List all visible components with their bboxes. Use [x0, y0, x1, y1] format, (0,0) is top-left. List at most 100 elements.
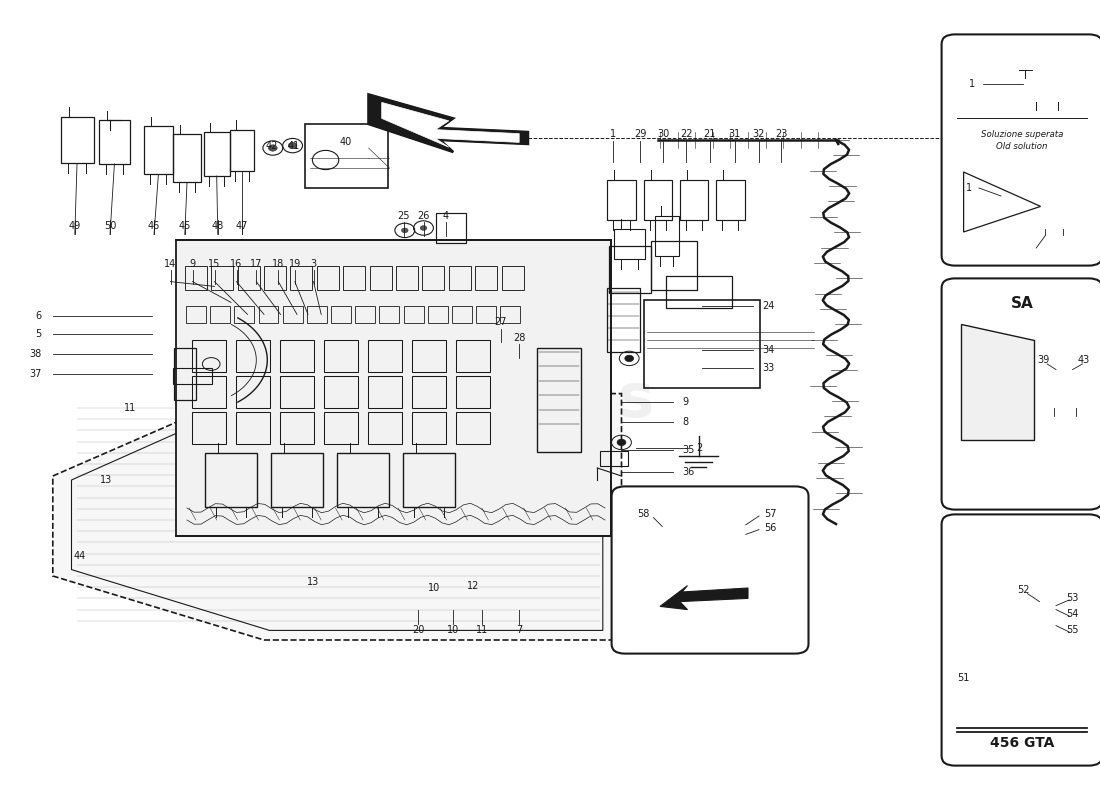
Bar: [1043, 360, 1087, 408]
Text: 58: 58: [637, 510, 650, 519]
Text: 2: 2: [696, 443, 703, 453]
Text: Soluzione superata: Soluzione superata: [981, 130, 1063, 138]
Bar: [99, 120, 130, 164]
Text: 26: 26: [417, 211, 430, 221]
Bar: [290, 266, 312, 290]
Bar: [370, 266, 392, 290]
Bar: [411, 376, 447, 408]
Bar: [236, 412, 271, 444]
Text: 33: 33: [762, 363, 774, 373]
Bar: [452, 306, 472, 323]
Bar: [230, 130, 254, 171]
Circle shape: [420, 226, 427, 230]
Bar: [654, 216, 679, 256]
Bar: [367, 376, 402, 408]
Bar: [283, 306, 302, 323]
Circle shape: [625, 355, 634, 362]
Text: 50: 50: [103, 222, 117, 231]
Text: 40: 40: [339, 138, 352, 147]
Text: 51: 51: [957, 674, 970, 683]
Bar: [428, 306, 448, 323]
Bar: [144, 126, 173, 174]
Text: 43: 43: [1077, 355, 1090, 365]
Bar: [234, 306, 254, 323]
Bar: [609, 246, 651, 293]
Text: 27: 27: [494, 318, 507, 327]
Bar: [1013, 594, 1046, 630]
Bar: [174, 349, 196, 400]
Bar: [205, 453, 257, 507]
Text: 9: 9: [189, 259, 196, 269]
Circle shape: [402, 228, 408, 233]
Text: 23: 23: [774, 130, 788, 139]
Bar: [455, 340, 491, 372]
Bar: [1047, 595, 1078, 629]
Bar: [537, 348, 581, 452]
Text: 24: 24: [762, 301, 774, 310]
Text: 4: 4: [442, 211, 449, 221]
Bar: [323, 340, 359, 372]
Text: 42: 42: [265, 142, 278, 151]
Text: 56: 56: [763, 523, 777, 533]
Text: 11: 11: [123, 403, 136, 413]
Text: 6: 6: [35, 311, 42, 321]
Text: 36: 36: [682, 467, 694, 477]
Bar: [475, 266, 497, 290]
Bar: [317, 266, 339, 290]
Text: 39: 39: [1037, 355, 1050, 365]
Polygon shape: [382, 102, 519, 147]
Bar: [449, 266, 471, 290]
Bar: [323, 376, 359, 408]
Bar: [971, 594, 1004, 630]
Bar: [306, 124, 387, 188]
Text: 18: 18: [272, 259, 285, 269]
Bar: [173, 134, 201, 182]
Text: 22: 22: [680, 130, 693, 139]
Text: 14: 14: [164, 259, 177, 269]
Bar: [455, 412, 491, 444]
Bar: [411, 412, 447, 444]
Bar: [186, 306, 206, 323]
Text: 29: 29: [634, 130, 647, 139]
Bar: [379, 306, 399, 323]
Text: 47: 47: [235, 222, 249, 231]
Polygon shape: [660, 586, 748, 610]
Text: 31: 31: [728, 130, 741, 139]
Bar: [191, 340, 227, 372]
Text: 1: 1: [969, 79, 976, 89]
Bar: [264, 266, 286, 290]
Text: 55: 55: [1066, 626, 1079, 635]
Circle shape: [617, 439, 626, 446]
Bar: [1025, 58, 1069, 102]
Bar: [1036, 190, 1071, 229]
Bar: [651, 241, 697, 290]
Bar: [307, 306, 327, 323]
Bar: [396, 266, 418, 290]
Text: 49: 49: [68, 222, 81, 231]
FancyBboxPatch shape: [942, 34, 1100, 266]
Bar: [367, 412, 402, 444]
Text: 45: 45: [178, 222, 191, 231]
Bar: [343, 266, 365, 290]
Text: 19: 19: [288, 259, 301, 269]
Text: 8: 8: [682, 418, 689, 427]
Bar: [403, 453, 455, 507]
FancyBboxPatch shape: [942, 514, 1100, 766]
Bar: [476, 306, 496, 323]
Bar: [644, 180, 672, 220]
Bar: [455, 376, 491, 408]
Bar: [411, 340, 447, 372]
Bar: [60, 117, 94, 163]
Bar: [236, 376, 271, 408]
Text: 25: 25: [397, 211, 410, 221]
Text: Old solution: Old solution: [997, 142, 1047, 151]
Text: 11: 11: [475, 626, 488, 635]
Bar: [502, 266, 524, 290]
Polygon shape: [368, 94, 528, 152]
Polygon shape: [53, 394, 621, 640]
Bar: [367, 340, 402, 372]
Bar: [500, 306, 520, 323]
Bar: [279, 412, 315, 444]
Bar: [279, 376, 315, 408]
Circle shape: [288, 142, 297, 149]
